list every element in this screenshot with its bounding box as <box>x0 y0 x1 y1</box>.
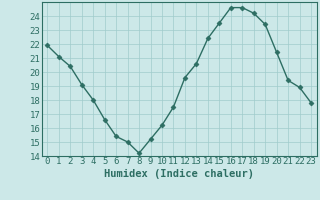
X-axis label: Humidex (Indice chaleur): Humidex (Indice chaleur) <box>104 169 254 179</box>
